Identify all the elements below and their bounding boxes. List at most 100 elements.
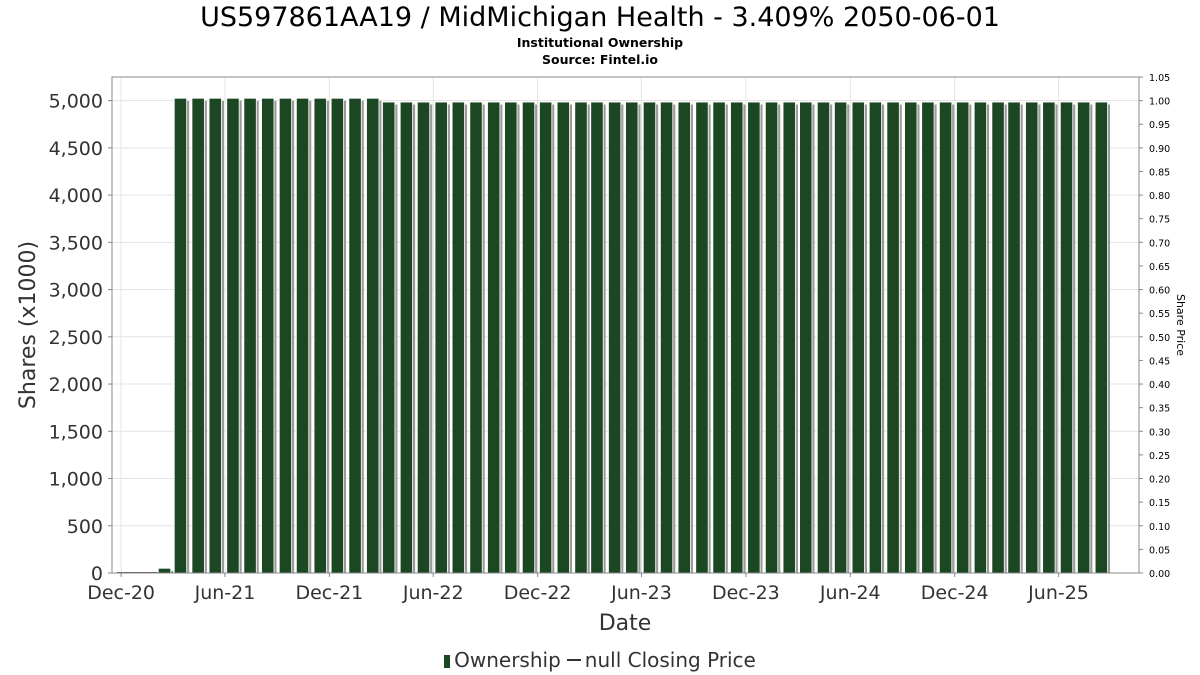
ownership-bar: [434, 101, 448, 574]
x-tick-label: Dec-21: [295, 582, 363, 604]
ownership-bar: [1077, 101, 1091, 574]
ownership-bar: [243, 97, 257, 574]
y-tick-label: 4,500: [49, 138, 103, 160]
ownership-bar: [157, 567, 172, 574]
ownership-bar: [973, 101, 987, 574]
ownership-bar: [608, 101, 622, 574]
y-tick-label: 0: [91, 563, 103, 585]
y2-tick-label: 0.60: [1149, 286, 1170, 297]
x-tick-label: Dec-24: [921, 582, 989, 604]
ownership-bar: [574, 101, 588, 574]
y-tick-label: 5,000: [49, 91, 103, 113]
ownership-bar: [851, 101, 865, 574]
y2-tick-label: 0.35: [1149, 404, 1170, 415]
y2-tick-label: 0.30: [1149, 427, 1170, 438]
y2-tick-label: 0.85: [1149, 167, 1170, 178]
legend-price-label: null Closing Price: [584, 648, 756, 672]
chart-subtitle-ownership: Institutional Ownership: [516, 35, 684, 50]
y2-tick-label: 0.80: [1149, 191, 1170, 202]
ownership-bar: [1094, 101, 1108, 574]
ownership-bar: [313, 97, 327, 574]
ownership-bar: [416, 101, 431, 574]
ownership-bar: [782, 101, 796, 574]
y2-tick-label: 0.20: [1149, 475, 1170, 486]
y2-tick-label: 0.15: [1149, 498, 1170, 509]
ownership-bar: [991, 101, 1005, 574]
y-tick-label: 4,000: [49, 185, 103, 207]
x-tick-label: Jun-22: [402, 582, 464, 604]
ownership-bar: [712, 101, 726, 574]
x-tick-label: Dec-20: [87, 582, 155, 604]
legend-price-swatch: [566, 659, 581, 661]
x-tick-label: Dec-22: [504, 582, 572, 604]
y2-tick-label: 0.70: [1149, 238, 1170, 249]
ownership-bar: [451, 101, 465, 574]
x-axis-label: Date: [599, 611, 652, 636]
x-tick-label: Dec-23: [712, 582, 780, 604]
axis-layer: 0 500 1,000 1,500 2,000 2,500 3,000 3,500 4,000 4…: [49, 73, 1171, 604]
ownership-bar: [868, 101, 883, 574]
ownership-bar: [659, 101, 674, 574]
y2-tick-label: 0.55: [1149, 309, 1170, 320]
y2-tick-label: 0.45: [1149, 356, 1170, 367]
y2-tick-label: 0.10: [1149, 522, 1170, 533]
legend-ownership-swatch: [444, 655, 451, 668]
legend-ownership-label: Ownership: [454, 648, 561, 672]
ownership-bar: [521, 101, 536, 574]
ownership-bar: [904, 101, 918, 574]
ownership-bar: [816, 101, 831, 574]
y-tick-label: 3,000: [49, 280, 103, 302]
ownership-bar: [504, 101, 518, 574]
ownership-bar: [539, 101, 553, 574]
x-tick-label: Jun-21: [194, 582, 256, 604]
ownership-bar: [399, 101, 414, 574]
bar-layer: [117, 97, 1111, 574]
y-tick-label: 1,000: [49, 469, 103, 491]
ownership-bar: [1025, 101, 1039, 574]
chart-subtitle-source: Source: Fintel.io: [542, 52, 658, 67]
y2-tick-label: 1.05: [1149, 73, 1170, 84]
ownership-bar: [556, 101, 570, 574]
y-tick-label: 2,000: [49, 374, 103, 396]
chart-title: US597861AA19 / MidMichigan Health - 3.40…: [200, 2, 1000, 33]
y-axis-label: Shares (x1000): [16, 241, 41, 409]
ownership-bar: [938, 101, 953, 574]
x-tick-label: Jun-24: [819, 582, 881, 604]
ownership-bar: [278, 97, 293, 574]
ownership-bar: [730, 101, 744, 574]
y2-tick-label: 1.00: [1149, 97, 1170, 108]
y2-tick-label: 0.50: [1149, 333, 1170, 344]
ownership-bar: [366, 97, 380, 574]
y-tick-label: 1,500: [49, 421, 103, 443]
y2-tick-label: 0.65: [1149, 262, 1170, 273]
y2-tick-label: 0.95: [1149, 120, 1170, 131]
ownership-bar: [295, 97, 310, 574]
ownership-bar: [625, 101, 639, 574]
ownership-bar: [695, 101, 709, 574]
y-tick-label: 2,500: [49, 327, 103, 349]
ownership-bar: [1042, 101, 1056, 574]
y2-tick-label: 0.90: [1149, 144, 1170, 155]
ownership-bar: [921, 101, 935, 574]
ownership-bar: [886, 101, 900, 574]
y-tick-label: 500: [67, 516, 103, 538]
ownership-bar: [191, 97, 205, 574]
chart-legend: Ownership null Closing Price: [0, 648, 1200, 672]
ownership-bar: [330, 97, 344, 574]
ownership-bar: [747, 101, 761, 574]
y2-tick-label: 0.25: [1149, 451, 1170, 462]
ownership-bar: [208, 97, 222, 574]
ownership-bar: [799, 101, 813, 574]
y2-tick-label: 0.05: [1149, 545, 1170, 556]
ownership-bar: [469, 101, 483, 574]
ownership-bar: [382, 101, 396, 574]
ownership-bar: [677, 101, 691, 574]
y2-tick-label: 0.00: [1149, 569, 1170, 580]
ownership-bar: [487, 101, 501, 574]
ownership-bar: [173, 97, 188, 574]
ownership-bar: [956, 101, 970, 574]
y2-axis-label: Share Price: [1174, 294, 1187, 356]
ownership-bar: [590, 101, 604, 574]
ownership-bar: [226, 97, 240, 574]
